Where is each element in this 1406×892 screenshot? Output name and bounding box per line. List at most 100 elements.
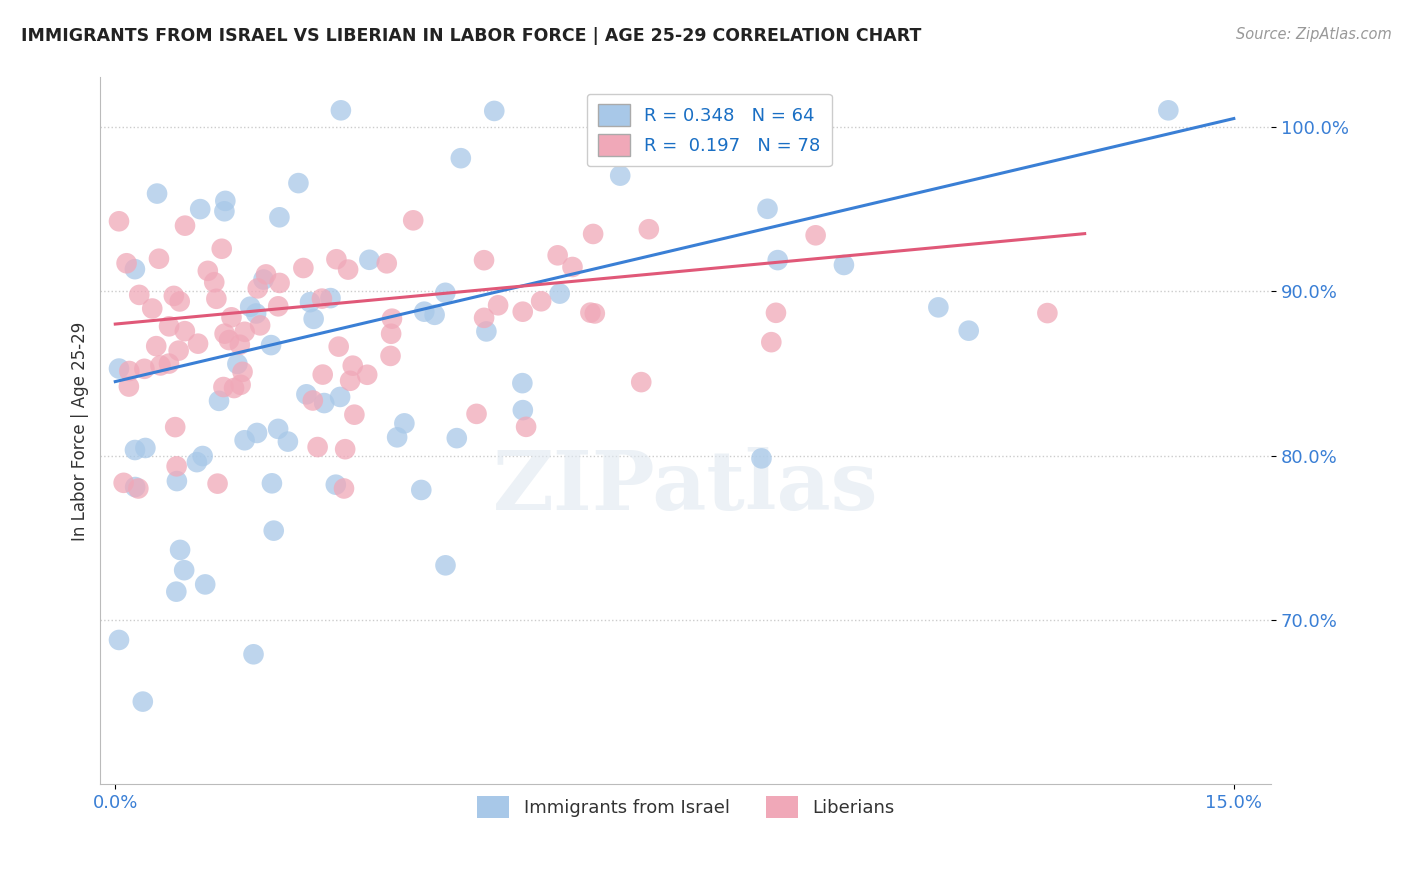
Point — [1036, 306, 1059, 320]
Point — [269, 211, 291, 225]
Point — [434, 558, 457, 573]
Point — [512, 376, 534, 391]
Point — [208, 393, 231, 408]
Point — [766, 253, 789, 268]
Point — [222, 381, 245, 395]
Point — [1157, 103, 1180, 118]
Point — [132, 695, 155, 709]
Point — [245, 306, 267, 320]
Point — [134, 441, 156, 455]
Point — [423, 308, 446, 322]
Point — [295, 387, 318, 401]
Point — [325, 477, 347, 491]
Point — [134, 361, 156, 376]
Point — [231, 365, 253, 379]
Point — [233, 434, 256, 448]
Point — [307, 440, 329, 454]
Point — [165, 420, 187, 434]
Point — [329, 390, 352, 404]
Point — [413, 304, 436, 318]
Point — [118, 364, 141, 378]
Point — [319, 291, 342, 305]
Point — [583, 306, 606, 320]
Point — [515, 420, 537, 434]
Text: IMMIGRANTS FROM ISRAEL VS LIBERIAN IN LABOR FORCE | AGE 25-29 CORRELATION CHART: IMMIGRANTS FROM ISRAEL VS LIBERIAN IN LA… — [21, 27, 921, 45]
Point — [547, 248, 569, 262]
Point — [214, 204, 236, 219]
Point — [145, 339, 167, 353]
Point — [312, 368, 335, 382]
Point — [339, 374, 361, 388]
Point — [112, 475, 135, 490]
Point — [277, 434, 299, 449]
Point — [124, 480, 146, 494]
Point — [475, 325, 498, 339]
Point — [167, 343, 190, 358]
Point — [218, 333, 240, 347]
Point — [287, 176, 309, 190]
Point — [157, 319, 180, 334]
Point — [832, 258, 855, 272]
Point — [141, 301, 163, 316]
Point — [298, 295, 321, 310]
Point — [188, 202, 211, 216]
Point — [292, 260, 315, 275]
Y-axis label: In Labor Force | Age 25-29: In Labor Force | Age 25-29 — [72, 321, 89, 541]
Point — [191, 449, 214, 463]
Point — [214, 194, 236, 208]
Point — [301, 393, 323, 408]
Point — [325, 252, 347, 267]
Point — [402, 213, 425, 227]
Point — [267, 422, 290, 436]
Point — [202, 275, 225, 289]
Point — [197, 264, 219, 278]
Point — [472, 310, 495, 325]
Point — [411, 483, 433, 497]
Point — [246, 281, 269, 295]
Point — [302, 311, 325, 326]
Point — [174, 219, 197, 233]
Point — [124, 443, 146, 458]
Point — [311, 292, 333, 306]
Point — [342, 359, 364, 373]
Point — [263, 524, 285, 538]
Point — [146, 186, 169, 201]
Point — [314, 396, 336, 410]
Point — [927, 301, 949, 315]
Point — [226, 357, 249, 371]
Point — [333, 442, 356, 457]
Point — [148, 252, 170, 266]
Point — [157, 357, 180, 371]
Point — [561, 260, 583, 274]
Point — [166, 459, 188, 474]
Point — [169, 294, 191, 309]
Point — [128, 288, 150, 302]
Point — [166, 474, 188, 488]
Point — [637, 222, 659, 236]
Point — [254, 268, 277, 282]
Point — [207, 476, 229, 491]
Point — [582, 227, 605, 241]
Point — [548, 286, 571, 301]
Point — [385, 430, 408, 444]
Point — [260, 338, 283, 352]
Point — [229, 377, 252, 392]
Point — [765, 306, 787, 320]
Point — [450, 151, 472, 165]
Point — [333, 482, 356, 496]
Point — [214, 326, 236, 341]
Point — [761, 335, 783, 350]
Point — [163, 289, 186, 303]
Point — [609, 169, 631, 183]
Text: ZIPatlas: ZIPatlas — [494, 448, 879, 527]
Point — [329, 103, 352, 118]
Point — [484, 103, 506, 118]
Point — [211, 242, 233, 256]
Point — [512, 403, 534, 417]
Point — [212, 380, 235, 394]
Point — [246, 425, 269, 440]
Point — [108, 214, 131, 228]
Point — [124, 262, 146, 277]
Point — [108, 632, 131, 647]
Point — [804, 228, 827, 243]
